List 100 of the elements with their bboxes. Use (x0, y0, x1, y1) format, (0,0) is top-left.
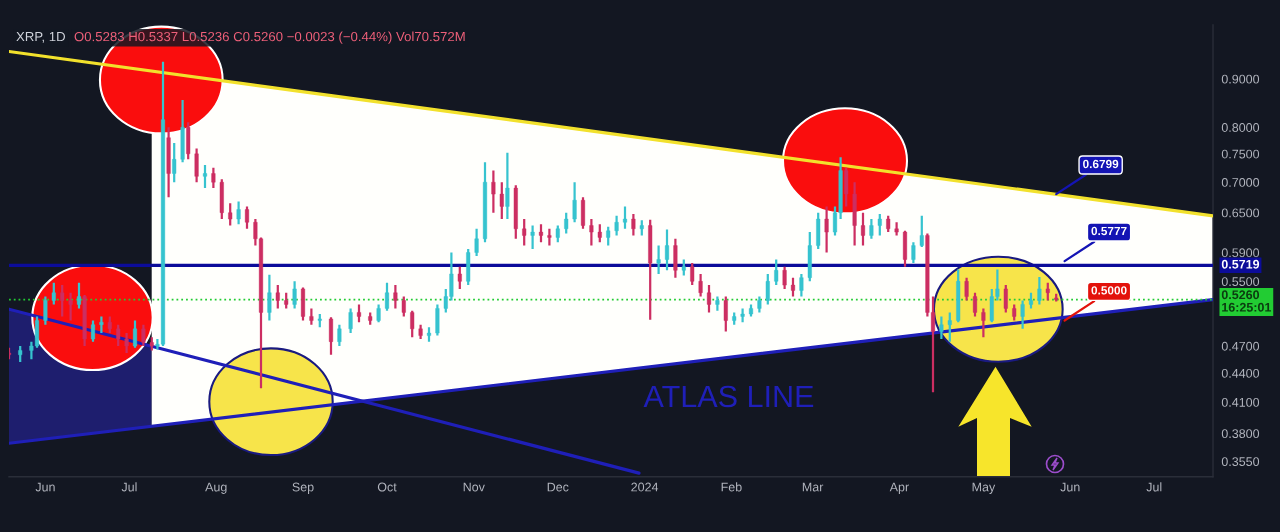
candlestick (244, 205, 250, 230)
y-tick-label: 0.7500 (1221, 149, 1260, 159)
ref-line-label: 0.5260 16:25:01 (1221, 290, 1272, 312)
x-tick-label: Jun (35, 482, 55, 492)
candlestick (690, 261, 695, 287)
x-tick-label: Jul (1146, 482, 1162, 492)
y-tick-label: 0.9000 (1221, 74, 1260, 84)
x-tick-label: 2024 (631, 482, 659, 492)
candlestick (1037, 275, 1042, 306)
candlestick (267, 273, 272, 322)
candlestick (76, 281, 82, 310)
chart-title: XRP, 1D (16, 32, 65, 43)
candlestick (606, 225, 611, 247)
candlestick (911, 241, 916, 265)
candlestick (656, 244, 661, 276)
candlestick (401, 295, 406, 318)
y-tick-label: 0.8000 (1221, 123, 1260, 132)
y-tick-label: 0.3550 (1221, 457, 1260, 467)
candlestick (236, 200, 241, 226)
candlestick (723, 295, 728, 333)
x-tick-label: Aug (205, 482, 227, 494)
candlestick (631, 212, 636, 237)
candlestick (202, 163, 208, 190)
x-tick-label: Apr (889, 482, 909, 494)
candlestick (228, 202, 233, 227)
candlestick (664, 228, 670, 272)
x-tick-label: Feb (721, 482, 742, 492)
candlestick (589, 217, 594, 247)
candlestick (981, 307, 986, 339)
chart-subtitle: O0.5283 H0.5337 L0.5236 C0.5260 −0.0023 (−0.44%) Vol70.572M (74, 31, 465, 44)
candlestick (824, 205, 829, 254)
y-tick-label: 0.4700 (1221, 341, 1260, 351)
candlestick (547, 227, 552, 247)
candlestick (384, 281, 390, 312)
x-tick-label: Mar (802, 482, 824, 492)
annotation: 0.5000 (1091, 286, 1127, 295)
annotation: 0.6799 (1083, 159, 1119, 169)
candlestick (124, 331, 129, 355)
candlestick (572, 181, 577, 224)
candlestick (393, 284, 398, 310)
candlestick (564, 211, 569, 235)
candlestick (116, 323, 121, 348)
candlestick (860, 211, 866, 247)
x-tick-label: Jul (121, 482, 137, 492)
annotation: 0.5777 (1091, 226, 1127, 236)
candlestick (972, 291, 978, 318)
candlestick (60, 284, 65, 318)
candlestick (99, 315, 104, 335)
candlestick (869, 217, 874, 240)
candlestick (491, 169, 496, 214)
y-tick-label: 0.4100 (1221, 397, 1260, 407)
candlestick (68, 291, 73, 322)
candlestick (964, 276, 969, 302)
candlestick (877, 212, 882, 237)
ref-line-label: 0.5719 (1221, 259, 1260, 269)
candlestick (790, 276, 796, 298)
candlestick (522, 217, 527, 247)
candlestick (530, 224, 535, 251)
x-tick-label: May (972, 482, 996, 494)
y-tick-label: 0.5900 (1221, 248, 1260, 258)
candlestick (141, 323, 146, 348)
x-tick-label: Oct (377, 482, 397, 492)
candlestick (275, 284, 280, 310)
candlestick (939, 315, 944, 341)
candlestick (337, 323, 342, 348)
x-tick-label: Nov (463, 482, 485, 492)
candlestick (740, 307, 745, 324)
candlestick (172, 141, 177, 184)
x-tick-label: Jun (1060, 482, 1080, 492)
candlestick (499, 181, 504, 221)
candlestick (919, 214, 924, 249)
candlestick (1020, 299, 1025, 330)
candlestick (614, 214, 619, 237)
x-tick-label: Dec (547, 482, 569, 492)
candlestick (1003, 284, 1008, 314)
y-tick-label: 0.3800 (1221, 429, 1260, 439)
series-label: ATLAS LINE (643, 385, 814, 408)
candlestick (782, 265, 787, 291)
candlestick (505, 151, 510, 221)
candlestick (799, 272, 804, 298)
x-tick-label: Sep (292, 482, 314, 494)
candlestick (622, 205, 628, 230)
candlestick (194, 147, 199, 184)
candlestick (51, 281, 56, 306)
candlestick (132, 319, 138, 349)
candlestick (774, 258, 779, 287)
candlestick (348, 307, 353, 335)
candlestick (211, 166, 216, 190)
candlestick (410, 309, 415, 339)
y-tick-label: 0.6500 (1221, 208, 1260, 218)
candlestick (90, 319, 96, 343)
candlestick (844, 166, 849, 208)
candlestick (309, 307, 314, 326)
candlestick (474, 227, 479, 258)
candlestick (706, 284, 712, 314)
y-tick-label: 0.5500 (1221, 277, 1260, 287)
candlestick (457, 265, 462, 291)
y-tick-label: 0.4400 (1221, 368, 1260, 378)
candlestick (698, 272, 703, 298)
candlestick (328, 316, 334, 356)
